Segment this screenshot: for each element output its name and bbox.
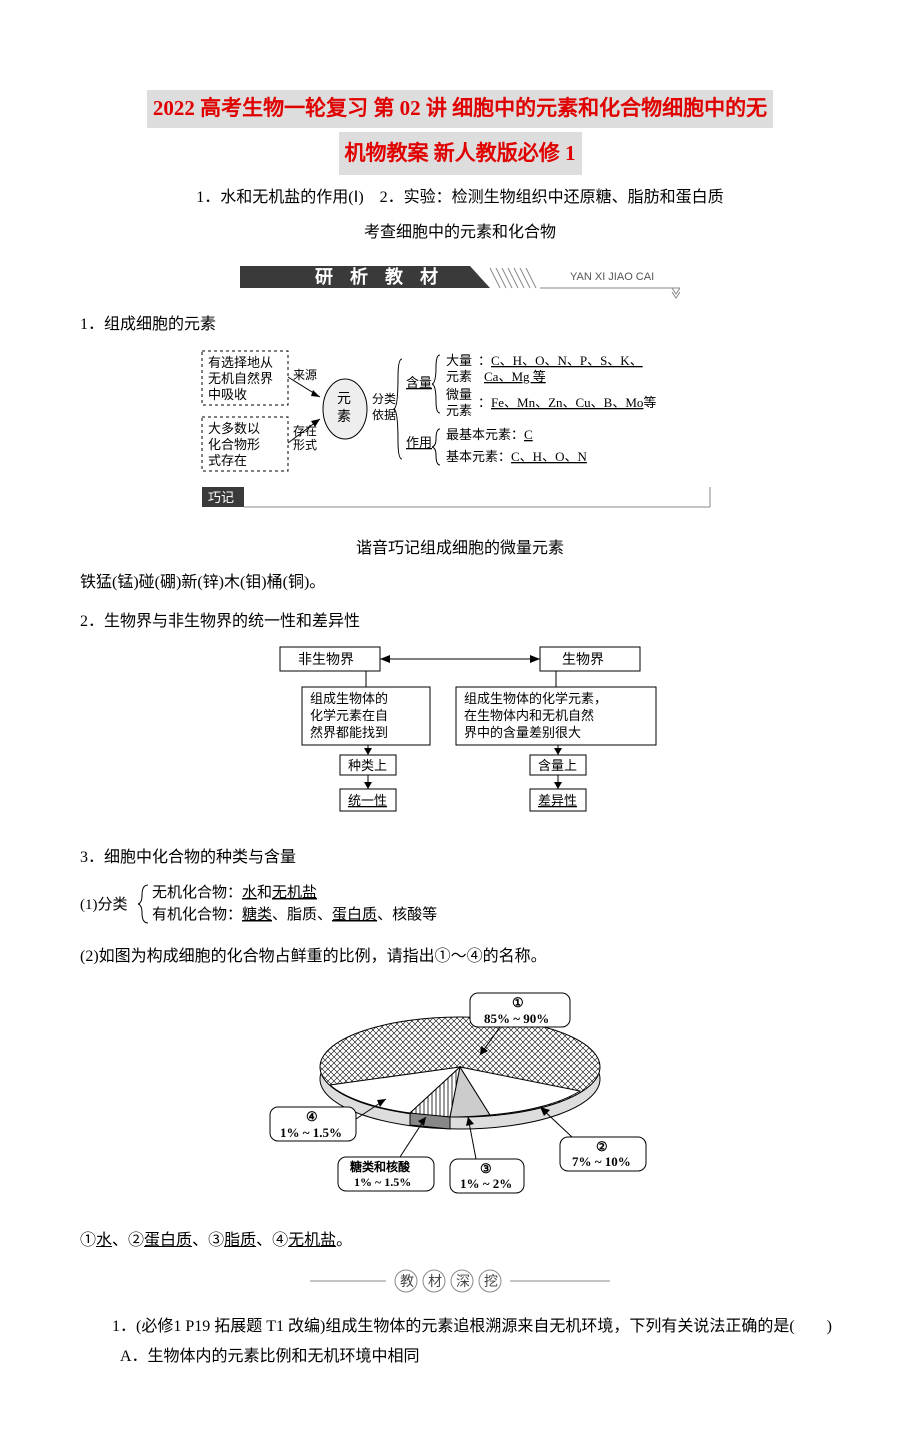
svg-text:1% ~ 2%: 1% ~ 2% [460, 1176, 512, 1191]
svg-text:非生物界: 非生物界 [298, 652, 354, 668]
banner-text-cn: 研 析 教 材 [315, 266, 444, 287]
svg-text:：Fe、Mn、Zn、Cu、B、Mo等: ：Fe、Mn、Zn、Cu、B、Mo等 [478, 395, 656, 410]
tip-line1: 谐音巧记组成细胞的微量元素 [80, 534, 840, 564]
intro-line2: 考查细胞中的元素和化合物 [80, 218, 840, 248]
intro-line1: 1．水和无机盐的作用(Ⅰ) 2．实验：检测生物组织中还原糖、脂肪和蛋白质 [80, 183, 840, 213]
svg-text:深: 深 [456, 1274, 470, 1290]
deep-dig-header: 教 材 深 挖 [80, 1267, 840, 1306]
svg-text:依据: 依据 [372, 407, 396, 422]
svg-text:最基本元素：C: 最基本元素：C [446, 427, 533, 442]
svg-text:材: 材 [428, 1274, 442, 1290]
q1-stem: 1．(必修1 P19 拓展题 T1 改编)组成生物体的元素追根溯源来自无机环境，… [80, 1312, 840, 1342]
svg-text:化合物形: 化合物形 [208, 437, 260, 452]
svg-text:1% ~ 1.5%: 1% ~ 1.5% [354, 1175, 411, 1189]
svg-text:组成生物体的: 组成生物体的 [310, 691, 388, 706]
svg-text:然界都能找到: 然界都能找到 [310, 725, 388, 740]
svg-text:③: ③ [480, 1161, 492, 1176]
heading-1: 1．组成细胞的元素 [80, 310, 840, 340]
svg-text:7% ~ 10%: 7% ~ 10% [572, 1154, 631, 1169]
svg-text:分类: 分类 [372, 392, 396, 406]
pie-intro: (2)如图为构成细胞的化合物占鲜重的比例，请指出①～④的名称。 [80, 942, 840, 972]
svg-text:无机化合物：水和无机盐: 无机化合物：水和无机盐 [152, 884, 317, 901]
svg-text:基本元素：C、H、O、N: 基本元素：C、H、O、N [446, 449, 587, 464]
svg-text:元素: 元素 [446, 369, 472, 384]
svg-text:式存在: 式存在 [208, 453, 247, 468]
title-line1: 2022 高考生物一轮复习 第 02 讲 细胞中的元素和化合物细胞中的无 [147, 90, 773, 128]
svg-text:②: ② [596, 1139, 608, 1154]
tip-line2: 铁猛(锰)碰(硼)新(锌)木(钼)桶(铜)。 [80, 568, 840, 598]
svg-text:种类上: 种类上 [348, 758, 387, 773]
svg-text:挖: 挖 [484, 1274, 498, 1290]
svg-text:元素: 元素 [446, 403, 472, 418]
section-banner: 研 析 教 材 YAN XI JIAO CAI [80, 258, 840, 300]
svg-text:无机自然界: 无机自然界 [208, 371, 273, 386]
title-line2: 机物教案 新人教版必修 1 [339, 132, 582, 176]
heading-2: 2．生物界与非生物界的统一性和差异性 [80, 607, 840, 637]
svg-text:组成生物体的化学元素，: 组成生物体的化学元素， [464, 691, 607, 706]
svg-text:巧记: 巧记 [208, 490, 234, 505]
svg-text:生物界: 生物界 [562, 652, 604, 668]
svg-text:④: ④ [306, 1109, 318, 1124]
svg-text:含量上: 含量上 [538, 758, 577, 773]
svg-text:元: 元 [337, 392, 351, 407]
svg-text:(1)分类: (1)分类 [80, 896, 128, 913]
svg-text:界中的含量差别很大: 界中的含量差别很大 [464, 725, 581, 740]
pie-chart: ① 85% ~ 90% ④ 1% ~ 1.5% 糖类和核酸 1% ~ 1.5% … [80, 979, 840, 1220]
svg-text:差异性: 差异性 [538, 793, 577, 808]
pie-answer: ①水、②蛋白质、③脂质、④无机盐。 [80, 1226, 840, 1256]
svg-text:大量: 大量 [446, 353, 472, 368]
svg-text:形式: 形式 [293, 438, 317, 452]
svg-text:糖类和核酸: 糖类和核酸 [350, 1159, 411, 1174]
svg-text:Ca、Mg 等: Ca、Mg 等 [484, 369, 546, 384]
diagram-unity: 非生物界 生物界 组成生物体的 化学元素在自 然界都能找到 组成生物体的化学元素… [80, 643, 840, 834]
svg-text:①: ① [512, 995, 524, 1010]
svg-text:统一性: 统一性 [348, 793, 387, 808]
svg-text:教: 教 [400, 1274, 414, 1290]
svg-text:含量: 含量 [406, 375, 432, 390]
svg-text:有机化合物：糖类、脂质、蛋白质、核酸等: 有机化合物：糖类、脂质、蛋白质、核酸等 [152, 905, 437, 923]
svg-text:化学元素在自: 化学元素在自 [310, 708, 388, 723]
classification: (1)分类 无机化合物：水和无机盐 有机化合物：糖类、脂质、蛋白质、核酸等 [80, 877, 840, 942]
banner-pinyin: YAN XI JIAO CAI [570, 271, 654, 283]
svg-text:大多数以: 大多数以 [208, 421, 260, 436]
svg-text:来源: 来源 [293, 368, 317, 382]
heading-3: 3．细胞中化合物的种类与含量 [80, 843, 840, 873]
svg-text:在生物体内和无机自然: 在生物体内和无机自然 [464, 708, 594, 723]
svg-text:微量: 微量 [446, 387, 472, 402]
svg-text:85% ~ 90%: 85% ~ 90% [484, 1011, 549, 1026]
svg-text:有选择地从: 有选择地从 [208, 355, 273, 370]
svg-text:：C、H、O、N、P、S、K、: ：C、H、O、N、P、S、K、 [478, 353, 643, 368]
q1-optA: A．生物体内的元素比例和无机环境中相同 [80, 1342, 840, 1372]
svg-text:1% ~ 1.5%: 1% ~ 1.5% [280, 1125, 342, 1140]
svg-text:存在: 存在 [293, 424, 317, 438]
svg-text:作用: 作用 [406, 435, 432, 450]
diagram-elements: 有选择地从 无机自然界 中吸收 来源 大多数以 化合物形 式存在 存在 形式 元… [80, 347, 840, 528]
svg-text:中吸收: 中吸收 [208, 387, 247, 402]
svg-text:素: 素 [337, 409, 351, 425]
